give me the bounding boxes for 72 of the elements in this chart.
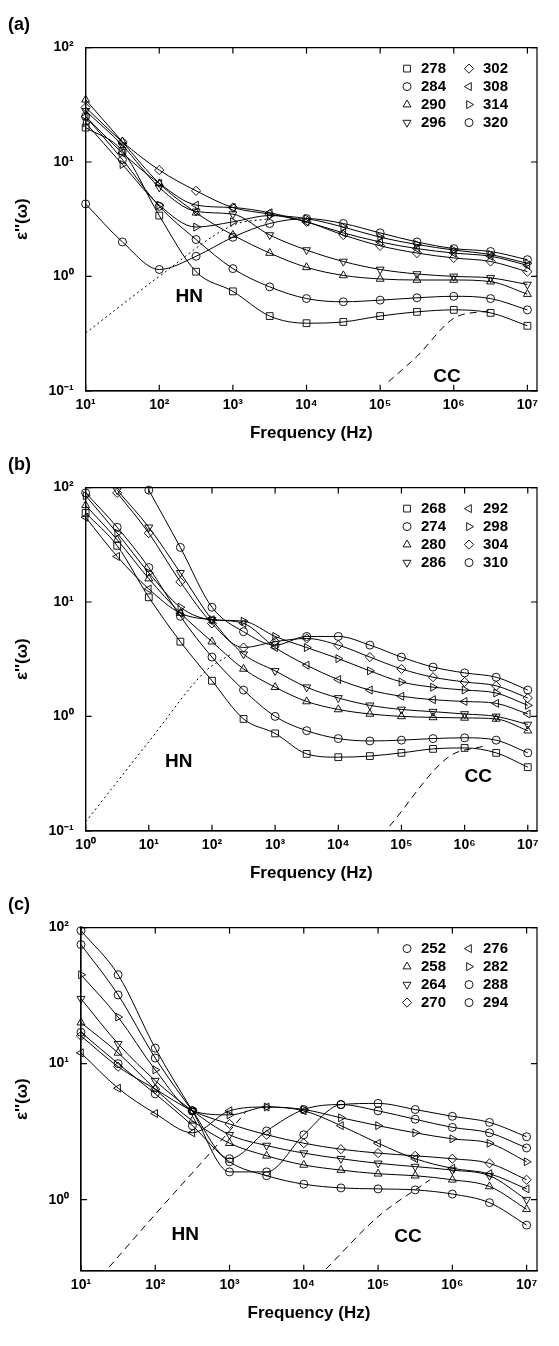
x-tick-label: 10⁶ — [453, 836, 476, 853]
y-tick-label: 10² — [53, 478, 74, 495]
x-tick-label: 10³ — [265, 836, 286, 853]
annotation: CC — [464, 765, 493, 787]
annotation: CC — [394, 1224, 423, 1246]
x-tick-label: 10¹ — [75, 396, 97, 413]
x-tick-label: 10⁷ — [516, 396, 539, 413]
y-tick-label: 10⁻¹ — [48, 381, 74, 398]
legend-label: 310 — [483, 552, 509, 570]
legend-label: 280 — [421, 534, 447, 552]
y-axis-title: ε''(ω) — [11, 198, 31, 241]
x-tick-label: 10⁵ — [366, 1276, 390, 1293]
x-tick-label: 10⁷ — [515, 1276, 538, 1293]
y-tick-label: 10² — [48, 918, 70, 935]
x-tick-label: 10³ — [219, 1276, 240, 1293]
x-tick-label: 10¹ — [70, 1276, 92, 1293]
legend-label: 320 — [483, 112, 509, 130]
y-tick-label: 10² — [53, 38, 74, 55]
x-tick-label: 10⁶ — [441, 1276, 464, 1293]
x-tick-label: 10² — [149, 396, 170, 413]
y-tick-label: 10⁻¹ — [48, 821, 74, 838]
legend-label: 252 — [421, 938, 447, 956]
x-tick-label: 10² — [145, 1276, 166, 1293]
y-tick-label: 10⁰ — [48, 1190, 69, 1207]
x-tick-label: 10² — [201, 836, 223, 853]
legend-label: 308 — [483, 76, 509, 94]
annotation: CC — [433, 364, 461, 386]
x-tick-label: 10⁰ — [75, 836, 96, 853]
legend-label: 302 — [483, 58, 509, 76]
y-tick-label: 10¹ — [53, 152, 74, 169]
legend-label: 296 — [421, 112, 447, 130]
legend-label: 268 — [421, 498, 447, 516]
legend-label: 314 — [483, 94, 509, 112]
legend-label: 304 — [483, 534, 509, 552]
x-tick-label: 10⁴ — [292, 1276, 316, 1293]
legend-label: 264 — [421, 974, 447, 992]
legend-label: 290 — [421, 94, 447, 112]
y-axis-title: ε''(ω) — [11, 638, 31, 681]
legend-label: 270 — [421, 992, 447, 1010]
x-tick-label: 10⁵ — [369, 396, 392, 413]
legend-label: 292 — [483, 498, 509, 516]
chart-title: (c) — [8, 893, 30, 914]
x-axis-title: Frequency (Hz) — [247, 1303, 371, 1323]
legend-label: 274 — [421, 516, 447, 534]
y-tick-label: 10¹ — [48, 1054, 70, 1071]
x-tick-label: 10⁴ — [295, 396, 318, 413]
legend-label: 286 — [421, 552, 447, 570]
legend-label: 298 — [483, 516, 509, 534]
x-axis-title: Frequency (Hz) — [249, 423, 373, 443]
legend-label: 284 — [421, 76, 447, 94]
x-tick-label: 10¹ — [138, 836, 160, 853]
legend-label: 282 — [483, 956, 509, 974]
annotation: HN — [171, 1222, 199, 1244]
x-tick-label: 10³ — [222, 396, 244, 413]
legend-label: 278 — [421, 58, 447, 76]
y-tick-label: 10⁰ — [53, 267, 74, 284]
y-axis-title: ε''(ω) — [11, 1078, 31, 1121]
x-tick-label: 10⁵ — [390, 836, 413, 853]
y-tick-label: 10⁰ — [53, 707, 74, 724]
x-tick-label: 10⁶ — [442, 396, 465, 413]
chart-title: (a) — [8, 13, 30, 34]
x-tick-label: 10⁴ — [327, 836, 350, 853]
annotation: HN — [175, 284, 203, 306]
legend-label: 294 — [483, 992, 509, 1010]
legend-label: 276 — [483, 938, 509, 956]
annotation: HN — [165, 750, 193, 772]
legend-label: 288 — [483, 974, 509, 992]
y-tick-label: 10¹ — [53, 592, 74, 609]
chart-title: (b) — [8, 453, 31, 474]
legend-label: 258 — [421, 956, 447, 974]
x-tick-label: 10⁷ — [517, 836, 539, 853]
x-axis-title: Frequency (Hz) — [249, 863, 373, 883]
